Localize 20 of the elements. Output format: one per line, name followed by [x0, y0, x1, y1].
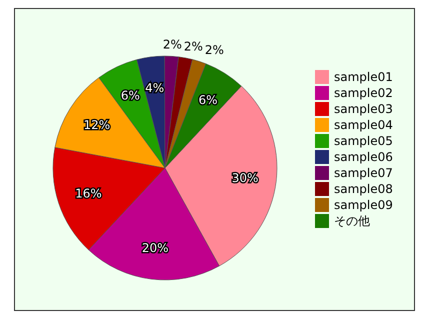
data-label: 2%	[162, 37, 182, 52]
data-label: 2%	[184, 39, 203, 54]
legend-label: sample05	[334, 134, 393, 148]
data-label: 12%	[83, 118, 110, 132]
legend-label: sample09	[334, 198, 393, 212]
legend-label: sample02	[334, 86, 393, 100]
data-label: 16%	[75, 186, 102, 200]
data-label: 6%	[198, 92, 218, 107]
legend-label: sample06	[334, 150, 393, 164]
legend-label: その他	[334, 214, 370, 228]
data-label: 6%	[120, 88, 140, 102]
data-label: 4%	[145, 81, 164, 96]
legend-label: sample07	[334, 166, 393, 180]
data-label: 2%	[204, 43, 224, 58]
legend-label: sample04	[334, 118, 393, 132]
legend-label: sample08	[334, 182, 393, 196]
legend-label: sample01	[334, 70, 393, 84]
data-label: 20%	[142, 241, 169, 256]
data-label: 30%	[232, 171, 258, 186]
legend-label: sample03	[334, 102, 393, 116]
